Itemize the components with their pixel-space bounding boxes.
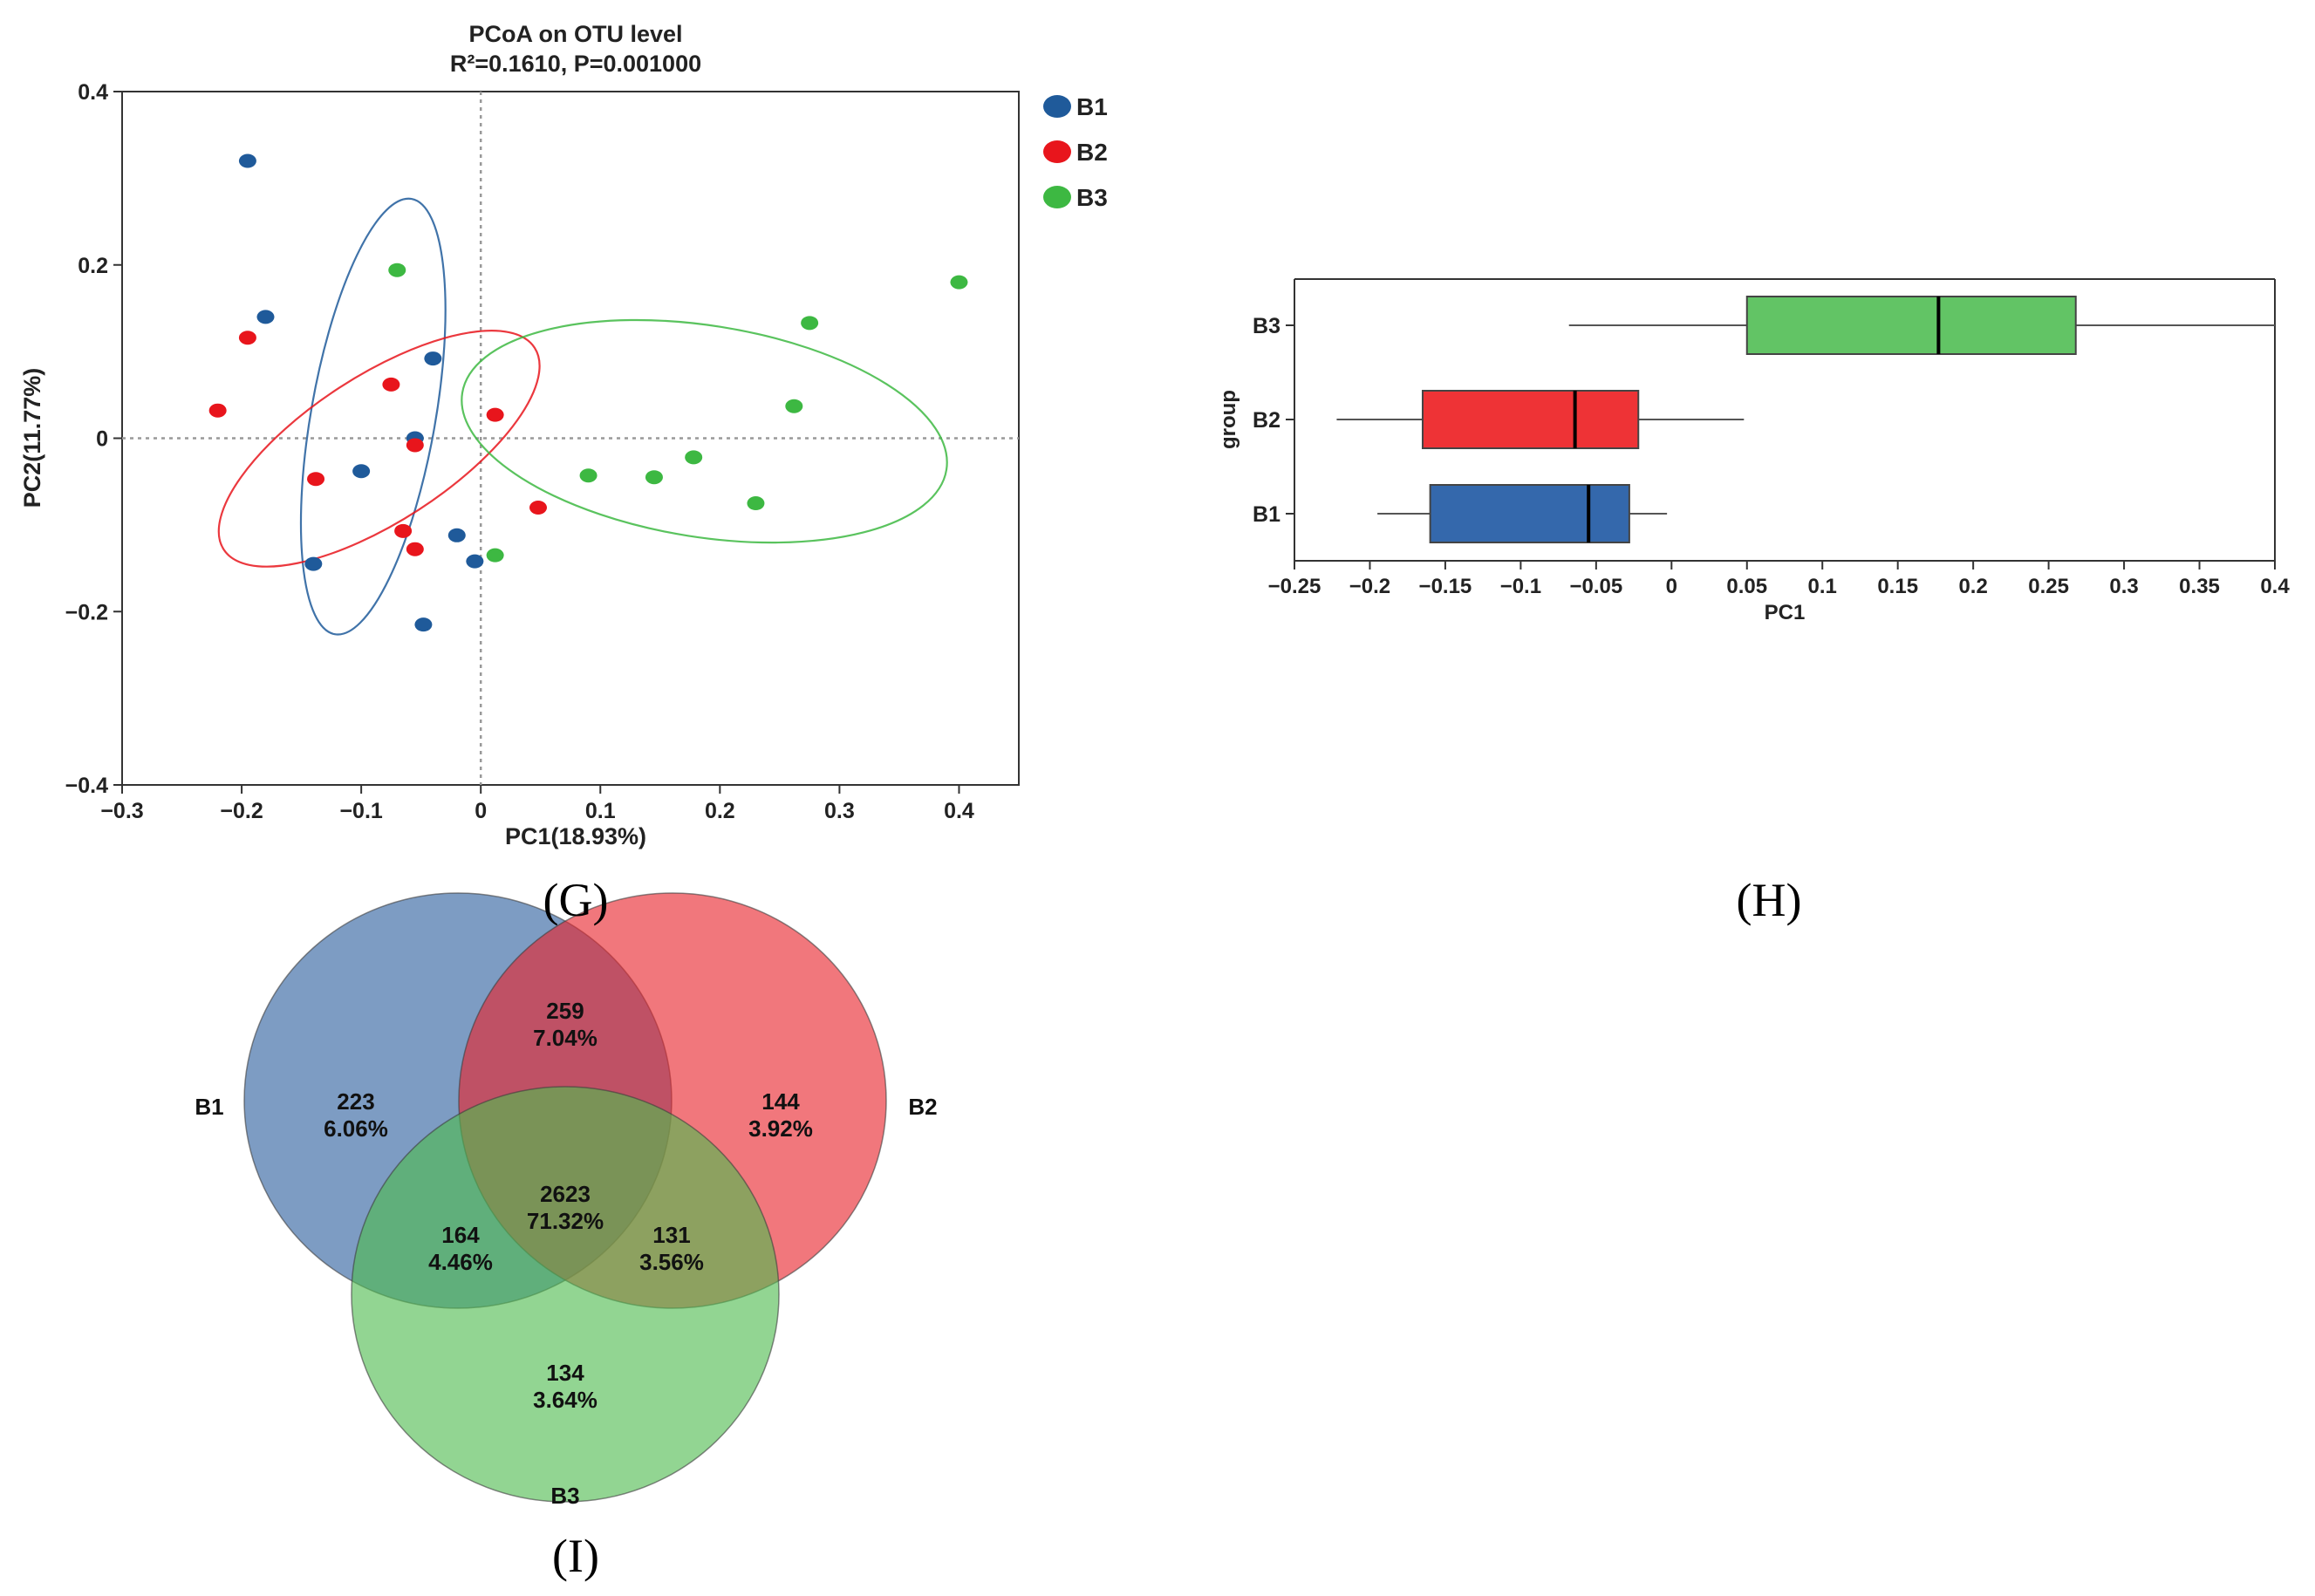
point-b2 (406, 438, 424, 453)
x-tick-label: −0.05 (1569, 575, 1622, 598)
venn-region-b2-b3-percent: 3.56% (639, 1249, 704, 1275)
x-tick-label: −0.2 (1349, 575, 1390, 598)
legend-label-b2: B2 (1076, 139, 1108, 166)
pcoa-chart: PCoA on OTU level R²=0.1610, P=0.001000 −0… (19, 21, 1108, 849)
point-b3 (950, 275, 968, 290)
box-b3 (1745, 296, 2077, 355)
confidence-ellipse-b3 (461, 318, 948, 544)
y-tick-label: 0.4 (78, 80, 108, 105)
venn-region-b1-b2-b3-percent: 71.32% (527, 1208, 604, 1234)
point-b3 (801, 316, 819, 331)
venn-region-b1-count: 223 (337, 1088, 374, 1115)
x-tick-label: −0.3 (100, 799, 143, 823)
x-tick-label: 0.05 (1726, 575, 1767, 598)
point-b1 (352, 464, 371, 479)
point-b1 (238, 153, 256, 168)
point-b3 (785, 399, 803, 413)
legend-label-b1: B1 (1076, 93, 1108, 120)
x-axis-label: PC1 (1765, 601, 1806, 624)
x-tick-label: 0.25 (2028, 575, 2069, 598)
venn-region-b2-percent: 3.92% (748, 1115, 813, 1142)
point-b1 (304, 556, 323, 571)
point-b1 (256, 310, 275, 324)
venn-region-b1-percent: 6.06% (324, 1115, 388, 1142)
y-tick-label: −0.4 (65, 774, 108, 798)
x-tick-label: 0.35 (2179, 575, 2220, 598)
venn-circle-b3 (351, 1086, 780, 1503)
y-tick-label: −0.2 (65, 600, 108, 624)
venn-region-b1-b3-percent: 4.46% (428, 1249, 493, 1275)
y-tick-label: 0 (96, 427, 108, 452)
x-tick-label: 0.4 (944, 799, 974, 823)
venn-region-b1-b3-count: 164 (441, 1222, 480, 1248)
venn-region-b1-b2-percent: 7.04% (533, 1025, 598, 1051)
boxplot-chart: −0.25 −0.2 −0.15 −0.1 −0.05 0 0.05 0.1 0.15 0.2 0.… (1217, 278, 2290, 624)
venn-set-label-b1: B1 (195, 1094, 223, 1120)
point-b3 (579, 468, 598, 483)
point-b3 (747, 496, 765, 511)
venn-region-b1-b2-b3-count: 2623 (540, 1181, 591, 1207)
x-tick-label: 0.3 (824, 799, 855, 823)
y-axis-label: PC2(11.77%) (19, 368, 45, 508)
panel-label-h: (H) (1737, 874, 1802, 926)
point-b2 (394, 523, 413, 538)
y-tick-label-b2: B2 (1253, 408, 1280, 433)
x-tick-label: 0.4 (2260, 575, 2290, 598)
confidence-ellipse-b1 (299, 197, 447, 636)
x-axis-label: PC1(18.93%) (505, 823, 646, 849)
venn-region-b1-b2-count: 259 (546, 998, 584, 1024)
point-b2 (307, 472, 325, 487)
point-b1 (414, 617, 433, 632)
venn-region-b3-count: 134 (546, 1360, 584, 1386)
point-b2 (486, 407, 504, 422)
x-tick-label: 0 (475, 799, 487, 823)
point-b1 (447, 528, 466, 542)
point-b3 (685, 450, 703, 465)
x-tick-label: 0 (1666, 575, 1677, 598)
point-b1 (466, 554, 484, 569)
legend-marker-b2 (1043, 140, 1071, 163)
venn-set-label-b3: B3 (550, 1483, 579, 1509)
chart-title: PCoA on OTU level (468, 21, 682, 47)
legend-label-b3: B3 (1076, 184, 1108, 211)
x-tick-label: 0.1 (1808, 575, 1837, 598)
chart-subtitle: R²=0.1610, P=0.001000 (450, 51, 701, 77)
venn-region-b3-percent: 3.64% (533, 1387, 598, 1413)
box-b1 (1429, 484, 1630, 543)
point-b2 (406, 542, 424, 556)
y-axis-label: group (1217, 390, 1240, 449)
x-tick-label: −0.15 (1419, 575, 1472, 598)
x-tick-label: 0.15 (1877, 575, 1918, 598)
point-b3 (388, 263, 406, 277)
legend-marker-b1 (1043, 95, 1071, 118)
x-tick-label: 0.1 (585, 799, 616, 823)
confidence-ellipse-b2 (217, 330, 541, 568)
point-b3 (486, 548, 504, 563)
box-b2 (1421, 390, 1640, 449)
point-b2 (238, 331, 256, 345)
point-b3 (645, 470, 663, 485)
point-b2 (529, 501, 547, 515)
x-tick-label: −0.25 (1268, 575, 1321, 598)
x-tick-label: 0.2 (1958, 575, 1987, 598)
venn-region-b2-count: 144 (761, 1088, 800, 1115)
point-b2 (208, 403, 227, 418)
venn-set-label-b2: B2 (908, 1094, 937, 1120)
y-tick-label: 0.2 (78, 254, 108, 278)
y-tick-label-b3: B3 (1253, 314, 1280, 338)
panel-label-i: (I) (552, 1530, 599, 1582)
point-b1 (424, 351, 442, 366)
x-tick-label: 0.3 (2109, 575, 2138, 598)
venn-region-b2-b3-count: 131 (652, 1222, 690, 1248)
y-tick-label-b1: B1 (1253, 502, 1280, 527)
legend-marker-b3 (1043, 186, 1071, 208)
x-tick-label: −0.1 (1500, 575, 1541, 598)
x-tick-label: −0.1 (339, 799, 382, 823)
x-tick-label: 0.2 (705, 799, 735, 823)
x-tick-label: −0.2 (220, 799, 263, 823)
point-b2 (382, 377, 400, 392)
panel-label-g: (G) (543, 874, 609, 926)
